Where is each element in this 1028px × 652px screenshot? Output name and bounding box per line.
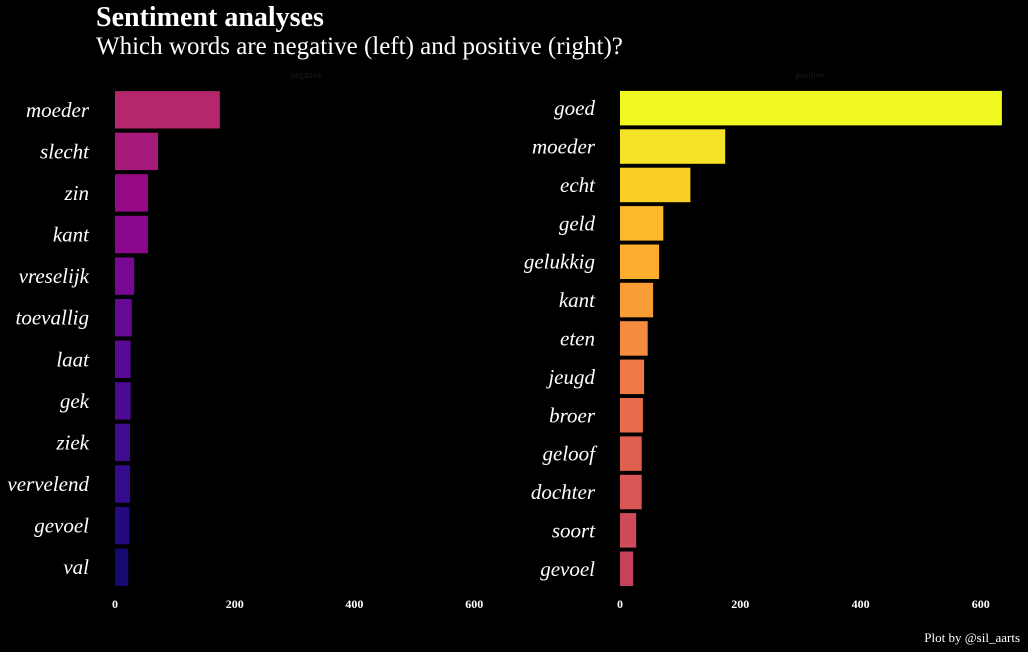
bar-negative-moeder [115,91,220,129]
chart-title: Sentiment analyses [96,2,324,33]
category-label: broer [549,403,596,427]
category-label: kant [53,223,90,247]
category-label: goed [554,96,595,120]
category-label: gek [60,389,90,413]
category-label: jeugd [545,365,595,389]
x-tick-label: 0 [617,597,623,611]
bar-positive-kant [620,282,654,318]
chart-subtitle: Which words are negative (left) and posi… [96,33,623,60]
bar-positive-gevoel [620,551,634,586]
category-label: gevoel [34,514,89,538]
category-label: vervelend [7,472,89,496]
bar-negative-slecht [115,132,159,171]
category-label: kant [559,288,596,312]
category-label: gevoel [540,557,595,581]
bar-positive-echt [620,167,691,203]
bar-negative-toevallig [115,299,132,337]
category-label: val [63,555,89,579]
x-tick-label: 200 [731,597,749,611]
category-label: ziek [55,431,89,455]
category-label: moeder [26,98,90,122]
bar-negative-zin [115,174,148,212]
x-tick-label: 400 [852,597,870,611]
bar-positive-geld [620,206,664,241]
category-label: geld [559,211,596,235]
category-label: gelukkig [524,250,595,274]
bar-negative-vreselijk [115,257,135,295]
bar-positive-gelukkig [620,244,660,279]
category-label: echt [560,173,596,197]
category-label: moeder [532,135,596,159]
bar-negative-val [115,548,129,586]
category-label: laat [56,347,90,371]
x-tick-label: 600 [972,597,990,611]
category-label: geloof [543,442,599,466]
bar-negative-vervelend [115,465,130,503]
panel-strip-label: positive [796,70,825,80]
category-label: toevallig [16,306,89,330]
bar-positive-broer [620,398,643,433]
x-tick-label: 600 [465,597,483,611]
x-tick-label: 200 [226,597,244,611]
category-label: soort [552,518,596,542]
plot-caption: Plot by @sil_aarts [924,630,1020,645]
bar-positive-jeugd [620,359,645,395]
category-label: eten [560,327,595,351]
bar-positive-eten [620,321,648,356]
bar-positive-moeder [620,129,726,164]
bar-positive-dochter [620,474,642,510]
x-tick-label: 400 [345,597,363,611]
x-tick-label: 0 [112,597,118,611]
bar-negative-gek [115,382,131,420]
category-label: zin [63,181,89,205]
bar-positive-soort [620,513,637,548]
bar-positive-goed [620,90,1002,126]
bar-negative-laat [115,340,131,378]
bar-negative-ziek [115,423,130,462]
bar-negative-kant [115,215,148,254]
category-label: vreselijk [19,264,90,288]
category-label: dochter [531,480,596,504]
panel-strip-label: negative [291,70,322,80]
category-label: slecht [40,139,90,163]
bar-positive-geloof [620,436,642,471]
bar-negative-gevoel [115,506,130,545]
